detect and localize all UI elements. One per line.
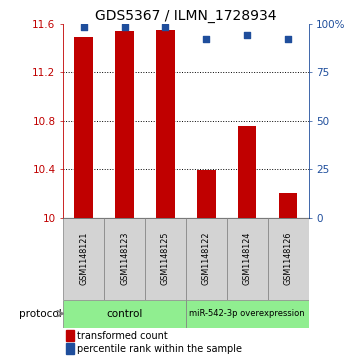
Point	[204, 36, 209, 42]
Bar	[145, 218, 186, 299]
Bar	[227, 218, 268, 299]
Text: control: control	[106, 309, 143, 319]
Text: GSM1148125: GSM1148125	[161, 232, 170, 285]
Bar	[66, 343, 74, 354]
Point	[285, 36, 291, 42]
Bar	[238, 126, 256, 218]
Bar	[104, 218, 145, 299]
Text: GSM1148122: GSM1148122	[202, 232, 211, 285]
Text: GSM1148126: GSM1148126	[284, 232, 293, 285]
Text: percentile rank within the sample: percentile rank within the sample	[77, 344, 242, 354]
Point	[244, 32, 250, 38]
Text: transformed count: transformed count	[77, 331, 168, 341]
Bar	[74, 37, 93, 218]
Title: GDS5367 / ILMN_1728934: GDS5367 / ILMN_1728934	[95, 9, 277, 23]
Text: GSM1148123: GSM1148123	[120, 232, 129, 285]
Text: miR-542-3p overexpression: miR-542-3p overexpression	[190, 309, 305, 318]
Point	[162, 25, 168, 30]
Bar	[268, 218, 309, 299]
Bar	[66, 330, 74, 341]
Bar	[186, 218, 227, 299]
Bar	[279, 193, 297, 218]
Bar	[156, 30, 175, 218]
Bar	[197, 171, 216, 218]
Point	[81, 25, 87, 30]
Bar	[115, 31, 134, 218]
Text: GSM1148121: GSM1148121	[79, 232, 88, 285]
Point	[122, 25, 127, 30]
Text: GSM1148124: GSM1148124	[243, 232, 252, 285]
Bar	[63, 218, 104, 299]
Text: protocol: protocol	[19, 309, 62, 319]
Bar	[186, 299, 309, 328]
Bar	[63, 299, 186, 328]
